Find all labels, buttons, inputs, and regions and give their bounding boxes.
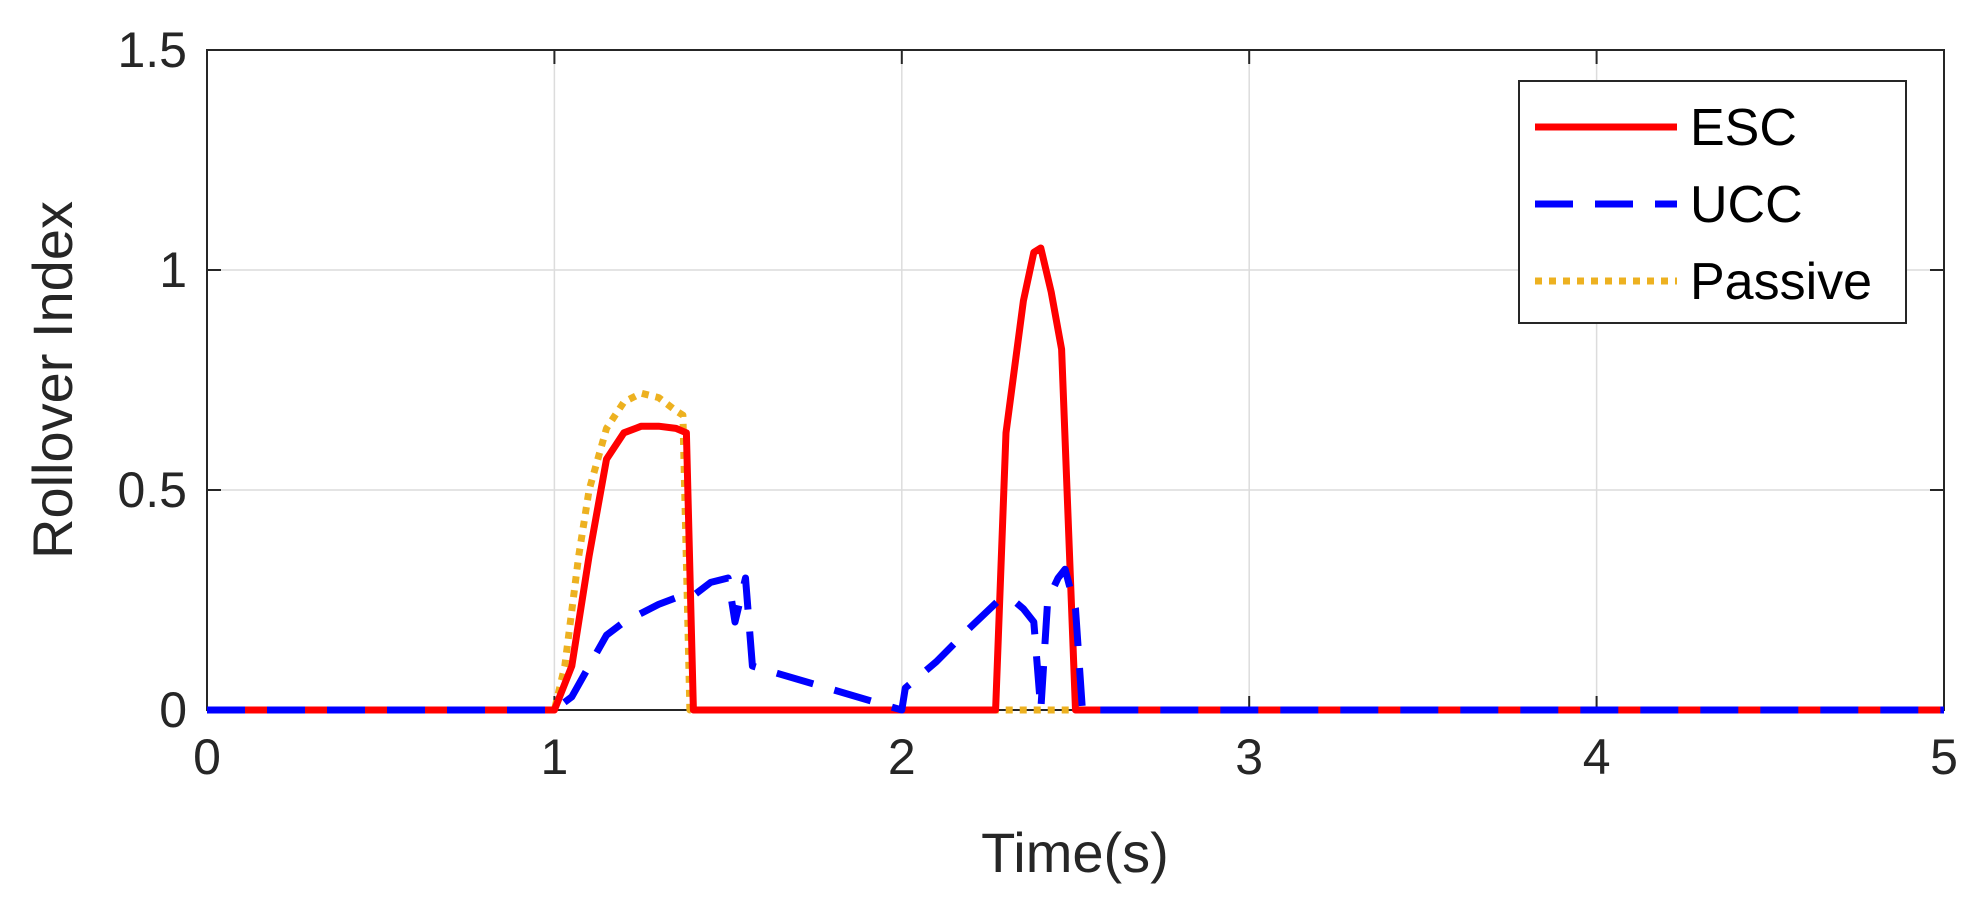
y-tick-label: 0.5 xyxy=(117,462,187,518)
x-tick-label: 5 xyxy=(1930,729,1958,785)
axis-ticks: 0 1 2 3 4 5 0 0.5 1 1.5 xyxy=(117,22,1957,785)
legend-label-esc: ESC xyxy=(1690,99,1797,157)
x-tick-label: 1 xyxy=(540,729,568,785)
legend-label-ucc: UCC xyxy=(1690,176,1803,234)
x-tick-label: 4 xyxy=(1583,729,1611,785)
y-tick-label: 1.5 xyxy=(117,22,187,78)
x-tick-label: 2 xyxy=(888,729,916,785)
y-tick-label: 1 xyxy=(159,242,187,298)
legend: ESC UCC Passive xyxy=(1518,80,1907,324)
series-lines xyxy=(207,244,1944,714)
legend-label-passive: Passive xyxy=(1690,253,1872,311)
series-line-passive xyxy=(207,389,1944,714)
x-tick-label: 0 xyxy=(193,729,221,785)
y-axis-label: Rollover Index xyxy=(21,201,84,559)
x-tick-label: 3 xyxy=(1235,729,1263,785)
x-axis-label: Time(s) xyxy=(981,821,1169,884)
series-line-esc xyxy=(207,244,1944,714)
y-tick-label: 0 xyxy=(159,682,187,738)
